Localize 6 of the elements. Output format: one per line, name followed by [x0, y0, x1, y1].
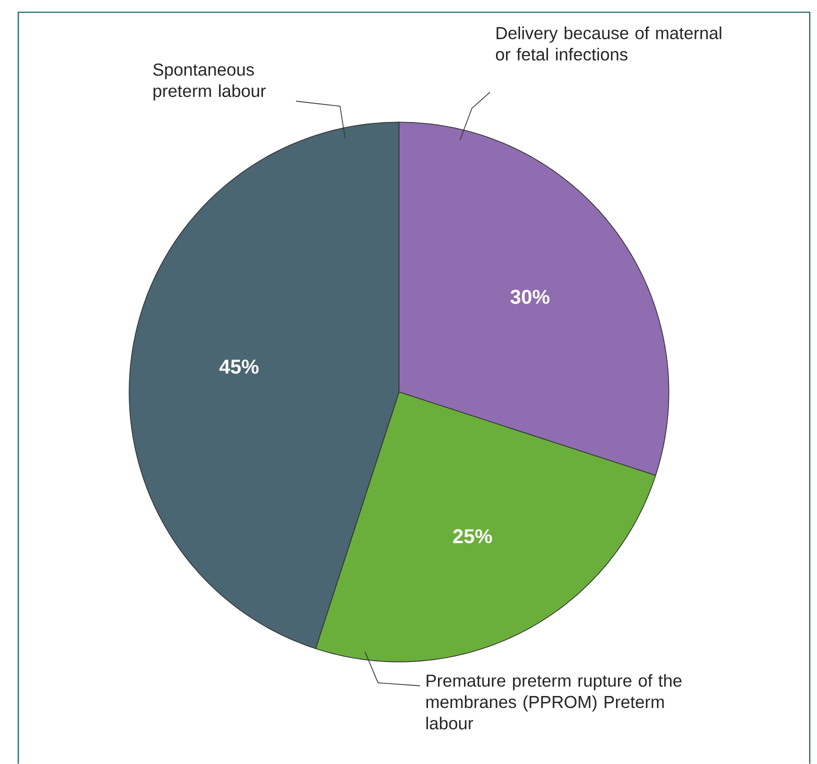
- data-label: 25%: [453, 529, 492, 544]
- slice-label: Premature preterm rupture of the membranes (PPROM) Preterm labour: [426, 674, 682, 730]
- slice-label: Delivery because of maternal or fetal infections: [496, 26, 722, 60]
- slice-label: Spontaneous preterm labour: [153, 63, 266, 100]
- data-label: 45%: [219, 360, 259, 374]
- data-label: 30%: [510, 290, 550, 304]
